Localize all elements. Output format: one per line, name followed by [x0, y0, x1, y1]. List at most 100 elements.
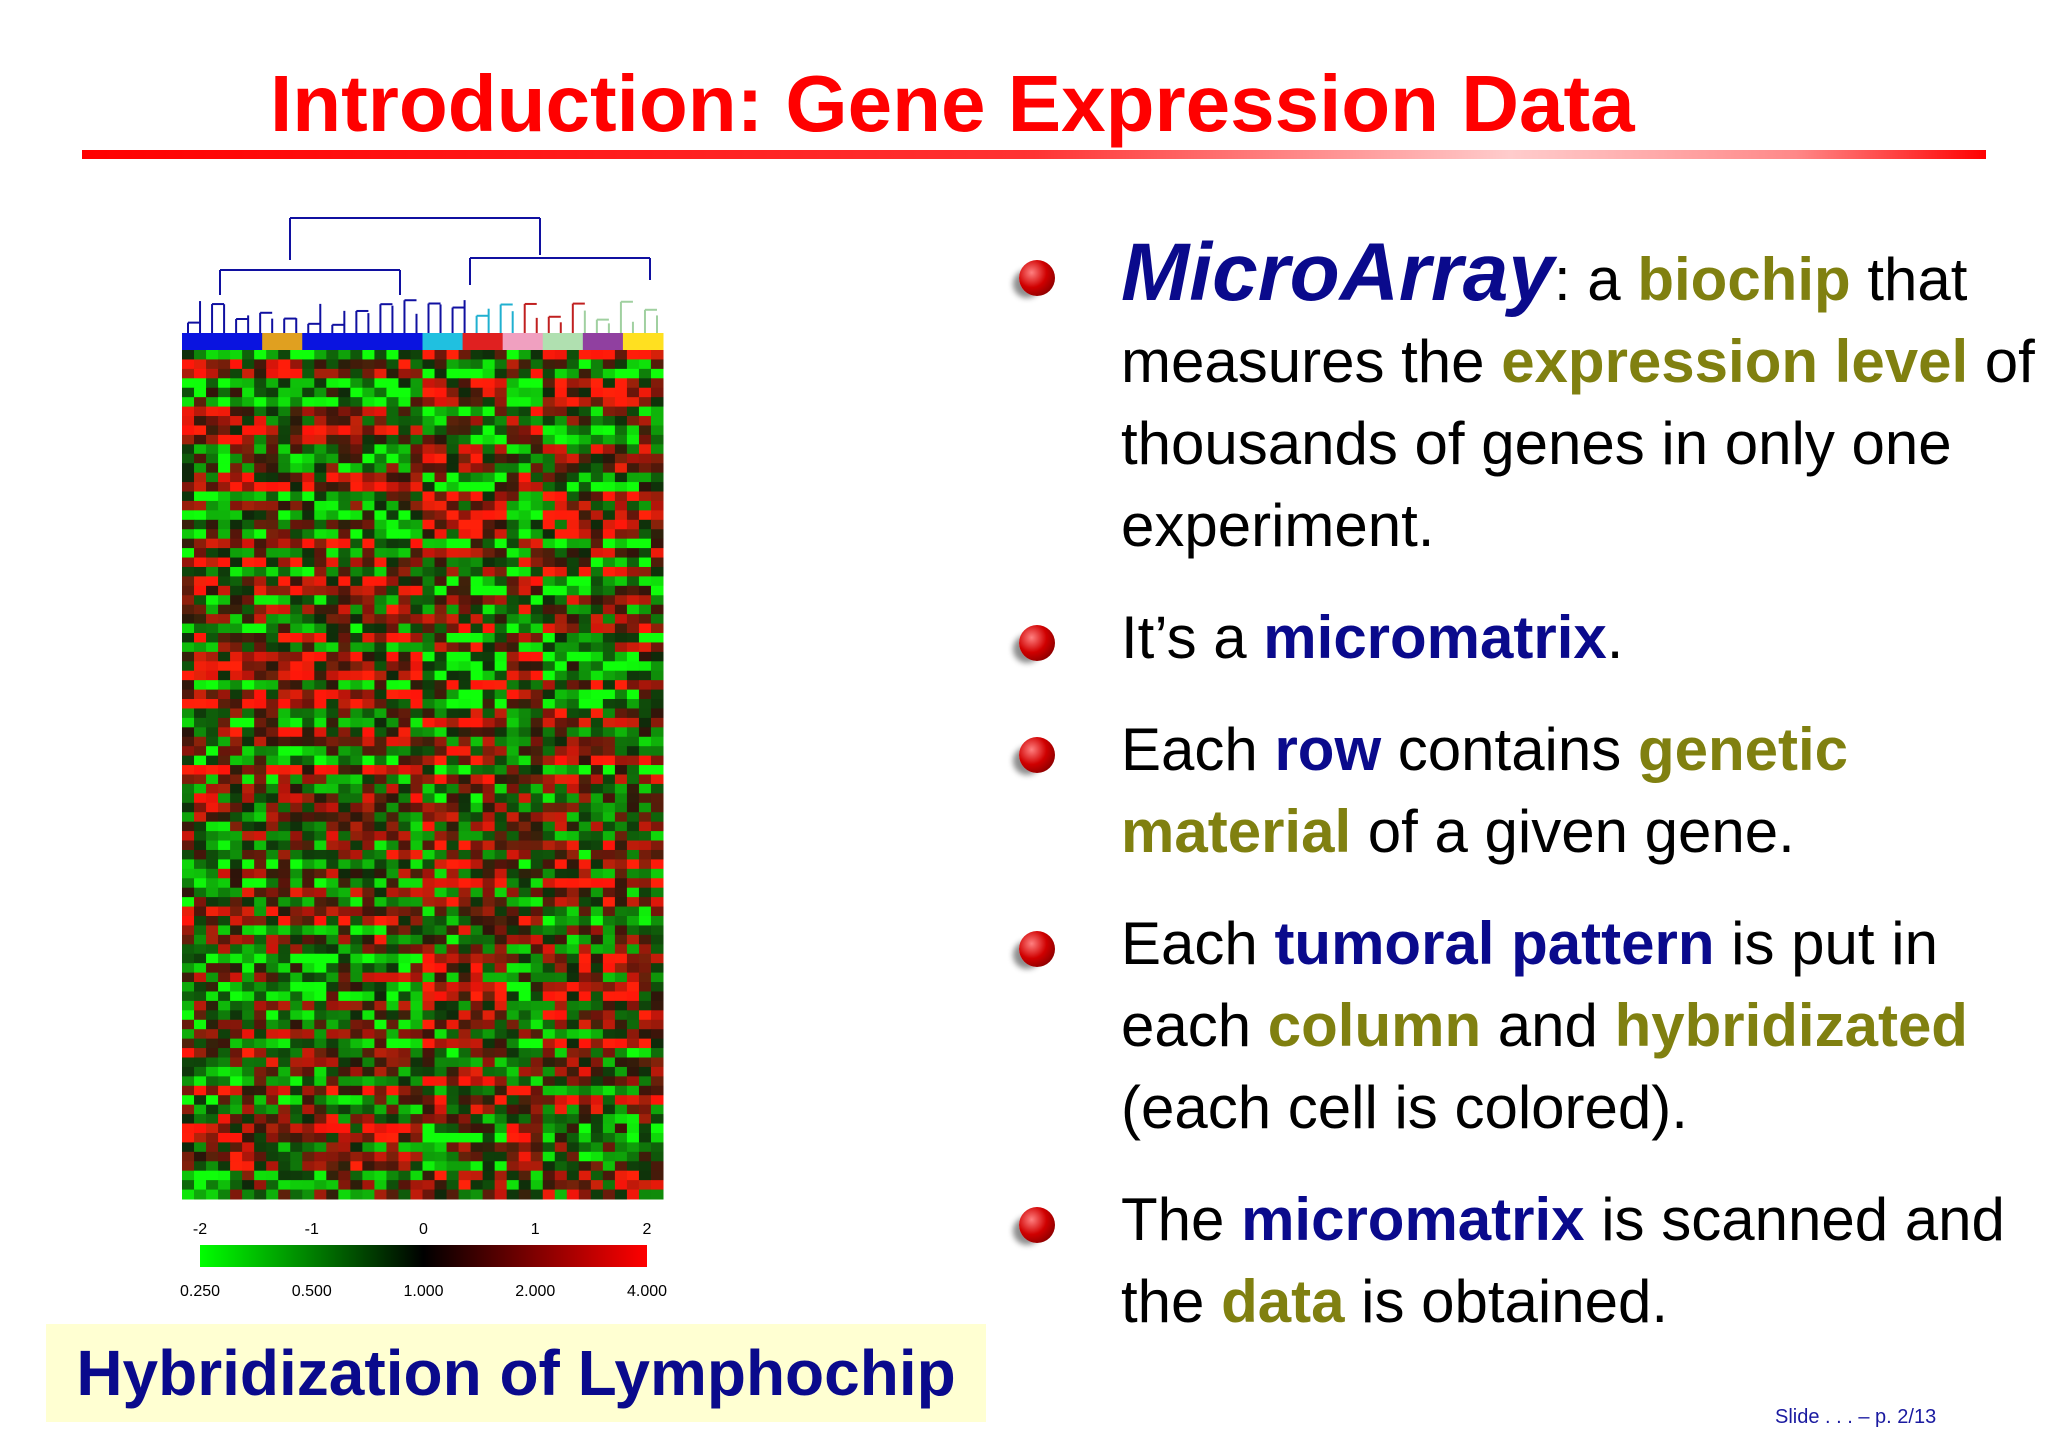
heatmap-cell — [194, 859, 207, 870]
heatmap-cell — [626, 812, 640, 823]
heatmap-cell — [218, 916, 231, 926]
heatmap-cell — [470, 746, 484, 757]
heatmap-cell — [338, 765, 351, 775]
heatmap-cell — [374, 1029, 387, 1040]
heatmap-cell — [494, 746, 508, 757]
heatmap-cell — [578, 651, 592, 662]
heatmap-cell — [350, 868, 363, 879]
heatmap-cell — [602, 453, 616, 464]
heatmap-cell — [506, 1029, 520, 1040]
heatmap-cell — [374, 633, 387, 643]
heatmap-cell — [350, 727, 363, 738]
heatmap-cell — [230, 670, 243, 681]
heatmap-cell — [422, 500, 436, 511]
heatmap-cell — [446, 397, 460, 408]
heatmap-cell — [554, 482, 568, 492]
heatmap-cell — [518, 887, 532, 898]
heatmap-cell — [614, 651, 628, 662]
heatmap-cell — [434, 746, 448, 757]
heatmap-cell — [182, 604, 195, 615]
heatmap-cell — [398, 557, 411, 568]
heatmap-cell — [266, 633, 279, 643]
heatmap-cell — [626, 1170, 640, 1181]
heatmap-cell — [530, 765, 544, 775]
heatmap-cell — [614, 1019, 628, 1030]
heatmap-cell — [506, 944, 520, 955]
heatmap-cell — [578, 1010, 592, 1021]
heatmap-cell — [278, 1057, 291, 1068]
heatmap-cell — [590, 1161, 604, 1172]
heatmap-cell — [554, 510, 568, 521]
heatmap-cell — [242, 651, 255, 662]
heatmap-cell — [374, 642, 387, 653]
heatmap-cell — [422, 642, 436, 653]
heatmap-cell — [350, 425, 363, 436]
heatmap-cell — [302, 887, 315, 898]
heatmap-cell — [566, 821, 580, 832]
heatmap-cell — [542, 453, 556, 464]
heatmap-cell — [350, 953, 363, 964]
heatmap-cell — [566, 1104, 580, 1115]
heatmap-cell — [254, 387, 267, 398]
heatmap-cell — [434, 406, 448, 417]
heatmap-cell — [470, 1189, 484, 1200]
heatmap-cell — [446, 717, 460, 728]
heatmap-cell — [458, 1189, 472, 1200]
heatmap-cell — [590, 849, 604, 860]
heatmap-cell — [446, 1010, 460, 1021]
heatmap-cell — [626, 491, 640, 502]
heatmap-cell — [350, 585, 363, 596]
heatmap-cell — [566, 576, 580, 587]
heatmap-cell — [254, 350, 267, 360]
heatmap-cell — [530, 519, 544, 530]
heatmap-cell — [614, 491, 628, 502]
heatmap-cell — [602, 1000, 616, 1011]
heatmap-cell — [590, 934, 604, 945]
heatmap-cell — [182, 774, 195, 785]
heatmap-cell — [470, 868, 484, 879]
heatmap-cell — [470, 453, 484, 464]
heatmap-cell — [422, 925, 436, 936]
heatmap-cell — [554, 1151, 568, 1162]
heatmap-cell — [626, 1010, 640, 1021]
heatmap-cell — [338, 812, 351, 823]
heatmap-cell — [626, 1038, 640, 1049]
heatmap-cell — [590, 453, 604, 464]
heatmap-cell — [242, 1151, 255, 1162]
heatmap-cell — [650, 1151, 664, 1162]
heatmap-cell — [650, 642, 664, 653]
heatmap-cell — [506, 736, 520, 747]
heatmap-cell — [470, 378, 484, 389]
heatmap-cell — [266, 661, 279, 672]
heatmap-cell — [230, 689, 243, 700]
heatmap-cell — [602, 831, 616, 842]
heatmap-cell — [398, 434, 411, 445]
heatmap-cell — [458, 934, 472, 945]
heatmap-cell — [326, 614, 339, 625]
heatmap-cell — [350, 982, 363, 992]
heatmap-cell — [494, 821, 508, 832]
heatmap-cell — [338, 510, 351, 521]
heatmap-cell — [566, 1010, 580, 1021]
heatmap-cell — [566, 1123, 580, 1134]
heatmap-cell — [254, 397, 267, 408]
heatmap-cell — [506, 566, 520, 577]
heatmap-cell — [614, 774, 628, 785]
heatmap-cell — [374, 1123, 387, 1134]
heatmap-cell — [242, 425, 255, 436]
heatmap-cell — [302, 661, 315, 672]
heatmap-cell — [374, 1170, 387, 1181]
heatmap-cell — [434, 831, 448, 842]
heatmap-cell — [458, 1066, 472, 1077]
heatmap-cell — [542, 1029, 556, 1040]
heatmap-cell — [278, 529, 291, 540]
heatmap-cell — [254, 934, 267, 945]
heatmap-cell — [410, 934, 423, 945]
heatmap-cell — [398, 972, 411, 983]
bullet-text: micromatrix — [1241, 1186, 1585, 1253]
heatmap-cell — [518, 1038, 532, 1049]
heatmap-cell — [470, 538, 484, 549]
heatmap-cell — [626, 416, 640, 426]
heatmap-cell — [362, 538, 375, 549]
heatmap-cell — [386, 1132, 399, 1143]
